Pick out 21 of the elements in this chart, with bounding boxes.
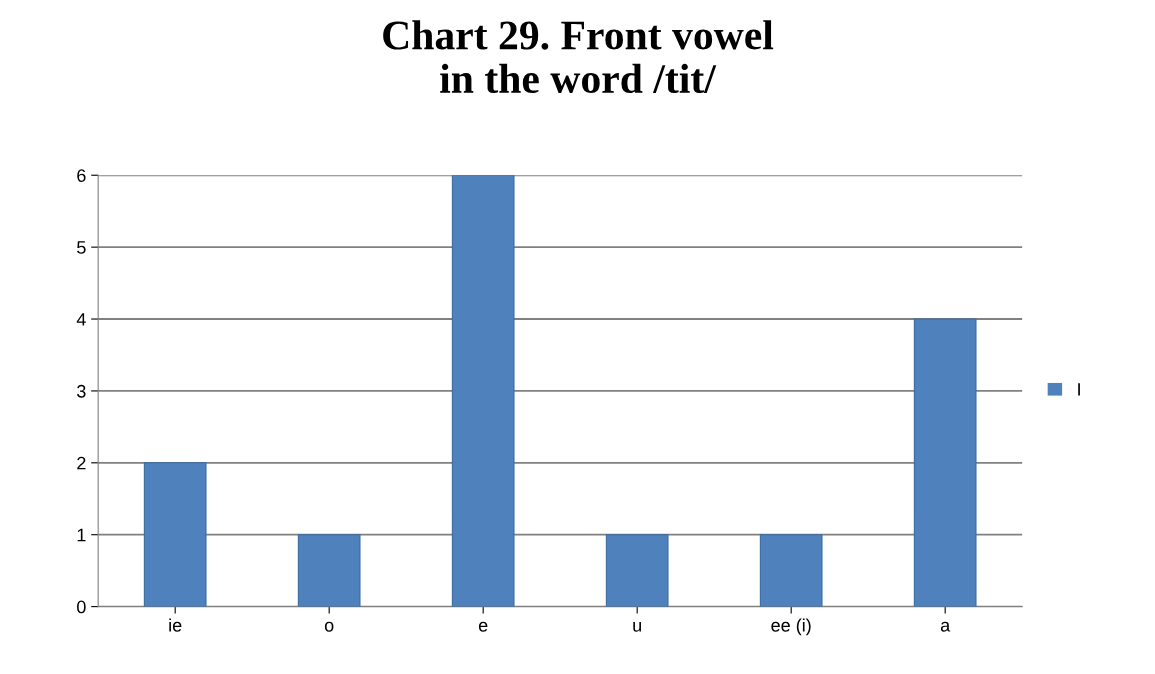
bar <box>913 318 977 607</box>
bar <box>759 534 823 607</box>
y-tick-label: 4 <box>76 313 86 326</box>
bar <box>143 462 207 607</box>
y-tick-label: 0 <box>77 600 86 614</box>
x-tick-label: u <box>633 621 641 632</box>
x-tick-label: o <box>324 621 334 632</box>
bar <box>451 175 515 607</box>
x-tick-label: e <box>478 621 488 632</box>
chart-title: Chart 29. Front vowel in the word /tit/ <box>383 20 774 94</box>
y-tick-label: 5 <box>77 241 86 254</box>
x-tick-label: ie <box>169 618 182 632</box>
bar <box>297 534 361 607</box>
bar <box>605 534 669 607</box>
y-tick-label: 2 <box>77 456 86 470</box>
x-tick-label: ee (i) <box>771 618 811 636</box>
x-tick-label: a <box>940 621 951 632</box>
legend-label: I <box>1078 383 1080 396</box>
y-tick-label: 3 <box>77 384 86 398</box>
y-tick-label: 6 <box>77 169 86 182</box>
y-tick-label: 1 <box>77 528 86 542</box>
